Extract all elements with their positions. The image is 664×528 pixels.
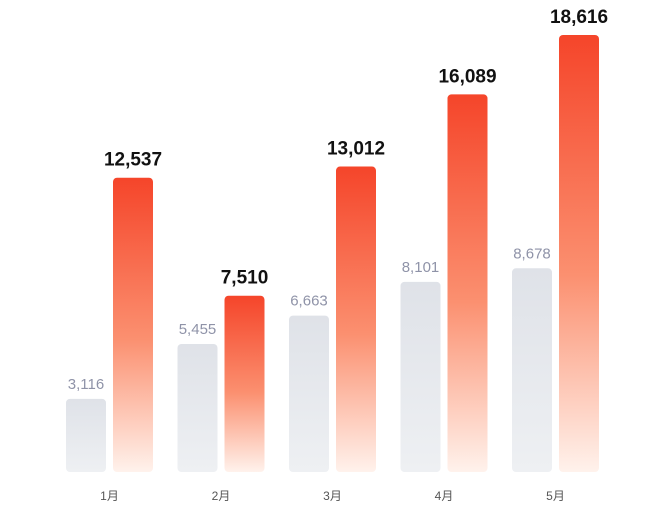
data-label-red-4: 16,089: [438, 66, 496, 87]
bar-red-4: [447, 94, 488, 472]
bar-grey-5: [512, 268, 552, 472]
data-label-red-1: 12,537: [104, 150, 162, 171]
bar-grey-4: [400, 281, 441, 472]
data-label-red-3: 13,012: [327, 139, 385, 160]
bar-red-2: [224, 295, 265, 472]
labels-group: 3,116 12,537 1月 5,455 7,510 2月 6,663 13,012 3月 8,…: [68, 7, 608, 503]
bar-grey-1: [66, 398, 106, 472]
category-label-4: 4月: [435, 489, 454, 503]
data-label-grey-2: 5,455: [179, 321, 217, 338]
category-label-3: 3月: [323, 489, 342, 503]
bar-red-5: [559, 35, 599, 472]
data-label-grey-3: 6,663: [290, 293, 328, 310]
bar-red-3: [336, 166, 376, 472]
data-label-grey-4: 8,101: [402, 259, 440, 276]
data-label-grey-1: 3,116: [68, 376, 104, 393]
data-label-grey-5: 8,678: [513, 245, 551, 262]
bars-group: [66, 35, 599, 473]
category-label-1: 1月: [100, 489, 119, 503]
category-label-2: 2月: [212, 489, 231, 503]
category-label-5: 5月: [546, 489, 565, 503]
data-label-red-2: 7,510: [221, 268, 269, 289]
data-label-red-5: 18,616: [550, 7, 608, 28]
bar-grey-3: [289, 315, 329, 472]
bar-grey-2: [177, 343, 218, 472]
bar-red-1: [113, 177, 153, 473]
